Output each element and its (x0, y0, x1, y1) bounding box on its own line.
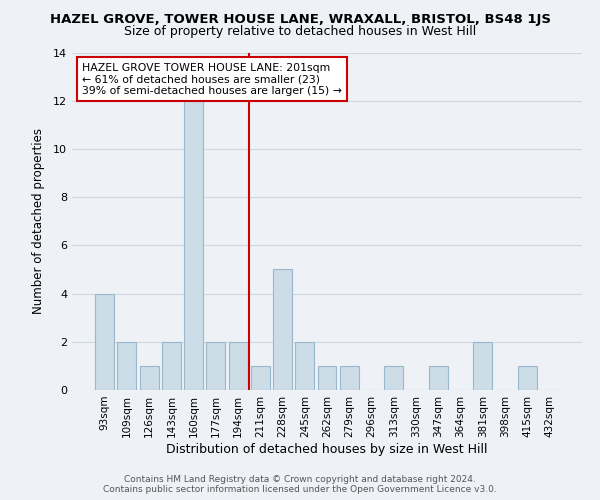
Text: Contains HM Land Registry data © Crown copyright and database right 2024.
Contai: Contains HM Land Registry data © Crown c… (103, 474, 497, 494)
Bar (518, 366, 536, 390)
Text: HAZEL GROVE, TOWER HOUSE LANE, WRAXALL, BRISTOL, BS48 1JS: HAZEL GROVE, TOWER HOUSE LANE, WRAXALL, … (49, 12, 551, 26)
Text: Size of property relative to detached houses in West Hill: Size of property relative to detached ho… (124, 25, 476, 38)
Bar (317, 366, 337, 390)
Bar (251, 366, 270, 390)
Bar (95, 294, 114, 390)
Bar (273, 270, 292, 390)
Bar (206, 342, 225, 390)
Bar (340, 366, 359, 390)
Bar (162, 342, 181, 390)
Y-axis label: Number of detached properties: Number of detached properties (32, 128, 44, 314)
Bar (473, 342, 492, 390)
Bar (229, 342, 248, 390)
Bar (184, 100, 203, 390)
Bar (429, 366, 448, 390)
Bar (384, 366, 403, 390)
Bar (295, 342, 314, 390)
Bar (140, 366, 158, 390)
X-axis label: Distribution of detached houses by size in West Hill: Distribution of detached houses by size … (166, 442, 488, 456)
Text: HAZEL GROVE TOWER HOUSE LANE: 201sqm
← 61% of detached houses are smaller (23)
3: HAZEL GROVE TOWER HOUSE LANE: 201sqm ← 6… (82, 62, 342, 96)
Bar (118, 342, 136, 390)
